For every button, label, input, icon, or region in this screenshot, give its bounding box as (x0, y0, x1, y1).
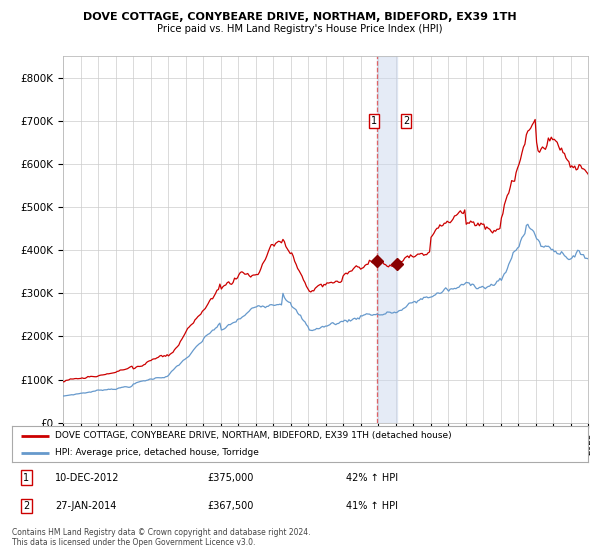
Text: 1: 1 (23, 473, 29, 483)
Text: 2: 2 (23, 501, 29, 511)
Text: 2: 2 (403, 116, 409, 126)
Text: 41% ↑ HPI: 41% ↑ HPI (346, 501, 398, 511)
Text: 27-JAN-2014: 27-JAN-2014 (55, 501, 116, 511)
Text: DOVE COTTAGE, CONYBEARE DRIVE, NORTHAM, BIDEFORD, EX39 1TH: DOVE COTTAGE, CONYBEARE DRIVE, NORTHAM, … (83, 12, 517, 22)
Text: £375,000: £375,000 (208, 473, 254, 483)
Text: DOVE COTTAGE, CONYBEARE DRIVE, NORTHAM, BIDEFORD, EX39 1TH (detached house): DOVE COTTAGE, CONYBEARE DRIVE, NORTHAM, … (55, 431, 452, 440)
Text: 1: 1 (371, 116, 377, 126)
Text: Contains HM Land Registry data © Crown copyright and database right 2024.
This d: Contains HM Land Registry data © Crown c… (12, 528, 311, 547)
Text: 10-DEC-2012: 10-DEC-2012 (55, 473, 119, 483)
Text: £367,500: £367,500 (208, 501, 254, 511)
Text: HPI: Average price, detached house, Torridge: HPI: Average price, detached house, Torr… (55, 449, 259, 458)
Bar (377, 56, 397, 423)
Text: 42% ↑ HPI: 42% ↑ HPI (346, 473, 398, 483)
Text: Price paid vs. HM Land Registry's House Price Index (HPI): Price paid vs. HM Land Registry's House … (157, 24, 443, 34)
